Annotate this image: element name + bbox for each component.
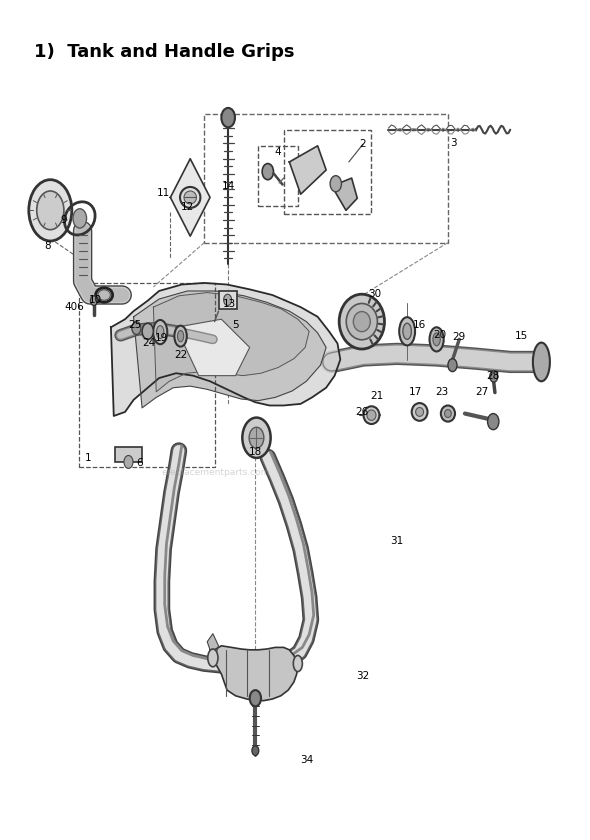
Text: 24: 24 — [142, 338, 156, 348]
Polygon shape — [332, 178, 358, 210]
Text: 20: 20 — [433, 329, 446, 339]
Text: 12: 12 — [181, 202, 194, 213]
Ellipse shape — [346, 303, 378, 339]
Circle shape — [448, 359, 457, 371]
Text: 6: 6 — [136, 458, 143, 468]
Text: 1)  Tank and Handle Grips: 1) Tank and Handle Grips — [34, 43, 295, 60]
Circle shape — [490, 370, 498, 382]
Text: 16: 16 — [413, 320, 426, 330]
Circle shape — [487, 413, 499, 430]
Ellipse shape — [353, 312, 371, 332]
Text: 26: 26 — [355, 407, 369, 417]
Circle shape — [249, 428, 264, 449]
Text: 31: 31 — [391, 536, 404, 546]
Text: 1: 1 — [85, 453, 91, 463]
Ellipse shape — [184, 191, 196, 204]
Bar — [258, 146, 298, 207]
Ellipse shape — [339, 294, 385, 349]
Text: 11: 11 — [157, 187, 171, 197]
Ellipse shape — [399, 318, 415, 345]
Circle shape — [262, 164, 274, 180]
Ellipse shape — [444, 410, 451, 417]
Ellipse shape — [178, 330, 183, 342]
Ellipse shape — [156, 326, 164, 339]
Ellipse shape — [430, 328, 444, 351]
Ellipse shape — [293, 655, 302, 672]
Text: 15: 15 — [515, 331, 528, 341]
Circle shape — [37, 191, 64, 229]
Circle shape — [90, 296, 97, 306]
Ellipse shape — [441, 406, 455, 422]
Ellipse shape — [180, 187, 201, 208]
Text: 10: 10 — [89, 295, 102, 305]
Ellipse shape — [363, 407, 379, 424]
Text: ereplacementparts.com: ereplacementparts.com — [162, 468, 270, 477]
Text: 27: 27 — [476, 386, 489, 396]
Bar — [78, 283, 215, 467]
Circle shape — [132, 322, 141, 334]
Text: 21: 21 — [371, 391, 384, 401]
Ellipse shape — [403, 323, 411, 339]
Text: 9: 9 — [61, 215, 67, 225]
Text: 18: 18 — [249, 447, 262, 457]
Bar — [115, 448, 142, 462]
Text: 2: 2 — [360, 139, 366, 150]
Polygon shape — [176, 319, 250, 375]
Text: 4: 4 — [275, 147, 281, 157]
Polygon shape — [213, 646, 298, 701]
Text: 5: 5 — [232, 320, 239, 330]
Text: 23: 23 — [435, 386, 449, 396]
Text: 30: 30 — [368, 289, 381, 299]
Circle shape — [142, 323, 153, 339]
Circle shape — [73, 208, 87, 228]
Ellipse shape — [412, 403, 428, 421]
Ellipse shape — [367, 410, 376, 420]
Bar — [204, 113, 448, 243]
Ellipse shape — [533, 343, 550, 381]
Text: 34: 34 — [300, 755, 313, 765]
Text: 17: 17 — [408, 386, 422, 396]
Text: 32: 32 — [356, 671, 369, 681]
Ellipse shape — [415, 407, 424, 417]
Bar — [218, 291, 237, 309]
Circle shape — [242, 417, 271, 458]
Text: 3: 3 — [450, 139, 457, 149]
Text: 8: 8 — [45, 241, 51, 251]
Polygon shape — [207, 633, 218, 658]
Ellipse shape — [208, 649, 218, 667]
Text: 406: 406 — [64, 302, 84, 312]
Text: 22: 22 — [174, 350, 187, 360]
Circle shape — [252, 746, 259, 755]
Circle shape — [224, 294, 231, 306]
Polygon shape — [111, 283, 340, 416]
Circle shape — [250, 690, 261, 706]
Text: 25: 25 — [129, 320, 142, 330]
Text: 19: 19 — [155, 333, 169, 343]
Circle shape — [330, 176, 342, 192]
Text: 13: 13 — [223, 299, 237, 309]
Ellipse shape — [175, 326, 187, 347]
Text: 29: 29 — [453, 332, 466, 342]
Bar — [284, 129, 372, 214]
Polygon shape — [133, 291, 326, 408]
Ellipse shape — [153, 320, 168, 344]
Polygon shape — [153, 292, 309, 391]
Circle shape — [221, 108, 235, 128]
Text: 14: 14 — [221, 181, 235, 192]
Ellipse shape — [433, 333, 440, 346]
Polygon shape — [289, 146, 326, 194]
Text: 28: 28 — [487, 370, 500, 381]
Polygon shape — [171, 159, 210, 236]
Ellipse shape — [98, 290, 110, 300]
Circle shape — [124, 455, 133, 469]
Circle shape — [29, 180, 72, 241]
